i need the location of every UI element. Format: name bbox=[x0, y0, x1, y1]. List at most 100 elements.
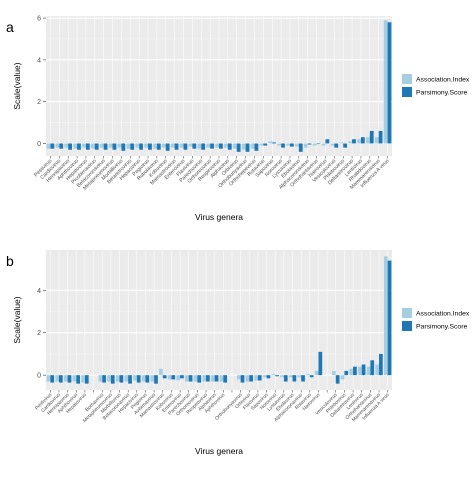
bar-association-index bbox=[108, 143, 113, 148]
bar-parsimony-score bbox=[130, 143, 135, 150]
bar-parsimony-score bbox=[257, 375, 262, 381]
bar-parsimony-score bbox=[58, 375, 63, 383]
panel-label: a bbox=[6, 19, 14, 35]
bar-parsimony-score bbox=[387, 22, 392, 144]
bar-association-index bbox=[366, 137, 370, 144]
bar-association-index bbox=[135, 143, 140, 148]
bar-association-index bbox=[312, 143, 317, 146]
bar-parsimony-score bbox=[379, 353, 383, 376]
bar-parsimony-score bbox=[254, 143, 259, 151]
bar-association-index bbox=[153, 143, 157, 149]
bar-parsimony-score bbox=[227, 143, 232, 150]
bar-association-index bbox=[295, 143, 299, 147]
bar-parsimony-score bbox=[298, 143, 303, 152]
bar-parsimony-score bbox=[245, 143, 250, 152]
bar-parsimony-score bbox=[210, 143, 214, 149]
bar-association-index bbox=[98, 375, 103, 382]
bar-parsimony-score bbox=[162, 375, 167, 379]
bar-parsimony-score bbox=[165, 143, 170, 151]
bar-parsimony-score bbox=[316, 143, 321, 145]
bar-parsimony-score bbox=[67, 375, 72, 383]
y-tick-label: 6 bbox=[37, 16, 41, 23]
bar-association-index bbox=[262, 375, 267, 378]
y-tick-label: 4 bbox=[37, 57, 41, 64]
y-tick-label: 4 bbox=[37, 288, 41, 295]
bar-association-index bbox=[288, 375, 293, 378]
bar-parsimony-score bbox=[145, 375, 150, 383]
bar-association-index bbox=[150, 375, 155, 382]
bar-parsimony-score bbox=[266, 375, 271, 379]
bar-association-index bbox=[297, 375, 302, 378]
bar-association-index bbox=[224, 143, 228, 148]
bar-parsimony-score bbox=[281, 143, 285, 148]
bar-association-index bbox=[232, 143, 237, 149]
bar-association-index bbox=[374, 137, 379, 144]
bar-parsimony-score bbox=[148, 143, 152, 150]
bar-association-index bbox=[366, 366, 371, 376]
bar-parsimony-score bbox=[197, 375, 202, 383]
bar-association-index bbox=[161, 143, 166, 148]
bar-association-index bbox=[357, 139, 361, 144]
bar-parsimony-score bbox=[50, 143, 55, 149]
bar-parsimony-score bbox=[180, 375, 184, 379]
bar-association-index bbox=[245, 375, 250, 382]
bar-association-index bbox=[339, 142, 344, 144]
bar-association-index bbox=[259, 143, 264, 146]
bar-parsimony-score bbox=[156, 143, 161, 150]
bar-association-index bbox=[340, 375, 345, 380]
bar-parsimony-score bbox=[283, 375, 288, 382]
legend-label: Association.Index bbox=[416, 77, 470, 84]
bar-association-index bbox=[46, 375, 51, 382]
x-axis-title: Virus genera bbox=[195, 212, 243, 222]
bar-association-index bbox=[46, 143, 51, 149]
bar-association-index bbox=[306, 374, 310, 376]
bar-association-index bbox=[348, 141, 353, 144]
plot-background bbox=[46, 250, 392, 390]
bar-association-index bbox=[81, 375, 85, 383]
bar-parsimony-score bbox=[206, 375, 210, 382]
bar-association-index bbox=[64, 143, 69, 148]
bar-association-index bbox=[330, 143, 335, 146]
bar-parsimony-score bbox=[301, 375, 305, 382]
bar-parsimony-score bbox=[139, 143, 143, 150]
bar-parsimony-score bbox=[219, 143, 223, 149]
bar-association-index bbox=[117, 143, 122, 148]
bar-association-index bbox=[383, 256, 388, 376]
bar-parsimony-score bbox=[103, 143, 108, 150]
bar-parsimony-score bbox=[50, 375, 55, 383]
bar-parsimony-score bbox=[343, 143, 348, 148]
bar-parsimony-score bbox=[77, 143, 81, 150]
bar-parsimony-score bbox=[353, 366, 357, 376]
bar-parsimony-score bbox=[289, 143, 294, 147]
legend-swatch bbox=[402, 308, 412, 318]
bar-association-index bbox=[241, 143, 246, 150]
bar-association-index bbox=[202, 375, 207, 382]
bar-association-index bbox=[126, 143, 131, 149]
bar-parsimony-score bbox=[361, 364, 366, 376]
bar-parsimony-score bbox=[84, 375, 89, 384]
bar-association-index bbox=[268, 141, 273, 144]
bar-association-index bbox=[215, 143, 219, 148]
y-tick-label: 0 bbox=[37, 141, 41, 148]
legend-swatch bbox=[402, 87, 412, 97]
bar-parsimony-score bbox=[275, 375, 279, 377]
bar-parsimony-score bbox=[369, 130, 374, 144]
bar-association-index bbox=[254, 375, 258, 381]
bar-parsimony-score bbox=[119, 375, 124, 383]
bar-association-index bbox=[107, 375, 111, 382]
bar-parsimony-score bbox=[154, 375, 158, 384]
y-tick-label: 2 bbox=[37, 99, 41, 106]
bar-association-index bbox=[277, 143, 282, 146]
bar-parsimony-score bbox=[188, 375, 193, 382]
bar-parsimony-score bbox=[318, 351, 323, 376]
bar-association-index bbox=[197, 143, 202, 149]
panel-a: a0246PestivirusCardiovirusHennipavirusAp… bbox=[6, 16, 470, 222]
bar-parsimony-score bbox=[263, 143, 268, 146]
y-axis-title: Scale(value) bbox=[12, 62, 22, 109]
bar-parsimony-score bbox=[325, 139, 330, 144]
bar-parsimony-score bbox=[68, 143, 72, 150]
bar-association-index bbox=[236, 375, 241, 380]
bar-association-index bbox=[167, 375, 172, 380]
bar-parsimony-score bbox=[344, 370, 349, 376]
